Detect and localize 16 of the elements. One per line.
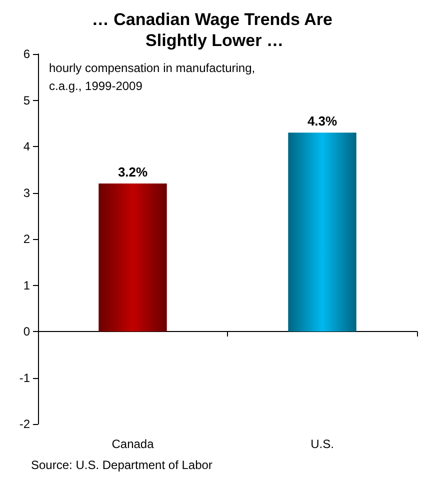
y-tick-label: 5 — [23, 93, 30, 108]
y-tick-label: 4 — [23, 140, 30, 154]
y-tick-label: 2 — [23, 232, 30, 246]
y-tick-label: 0 — [23, 324, 30, 338]
data-label: 3.2% — [118, 164, 148, 180]
y-tick-label: -2 — [19, 417, 30, 431]
y-tick-label: 3 — [23, 186, 30, 200]
y-tick-label: -1 — [19, 370, 30, 385]
x-tick-label: U.S. — [310, 437, 334, 451]
source-note: Source: U.S. Department of Labor — [31, 458, 212, 472]
y-tick-label: 1 — [23, 278, 30, 292]
data-label: 4.3% — [307, 114, 338, 129]
y-tick-label: 6 — [23, 47, 30, 61]
text: hourly compensation in manufacturing, c.a.g., 1999-2009 — [49, 61, 256, 93]
chart-title: … Canadian Wage Trends Are Slightly Lower … — [92, 10, 338, 50]
x-tick-label: Canada — [112, 437, 154, 451]
